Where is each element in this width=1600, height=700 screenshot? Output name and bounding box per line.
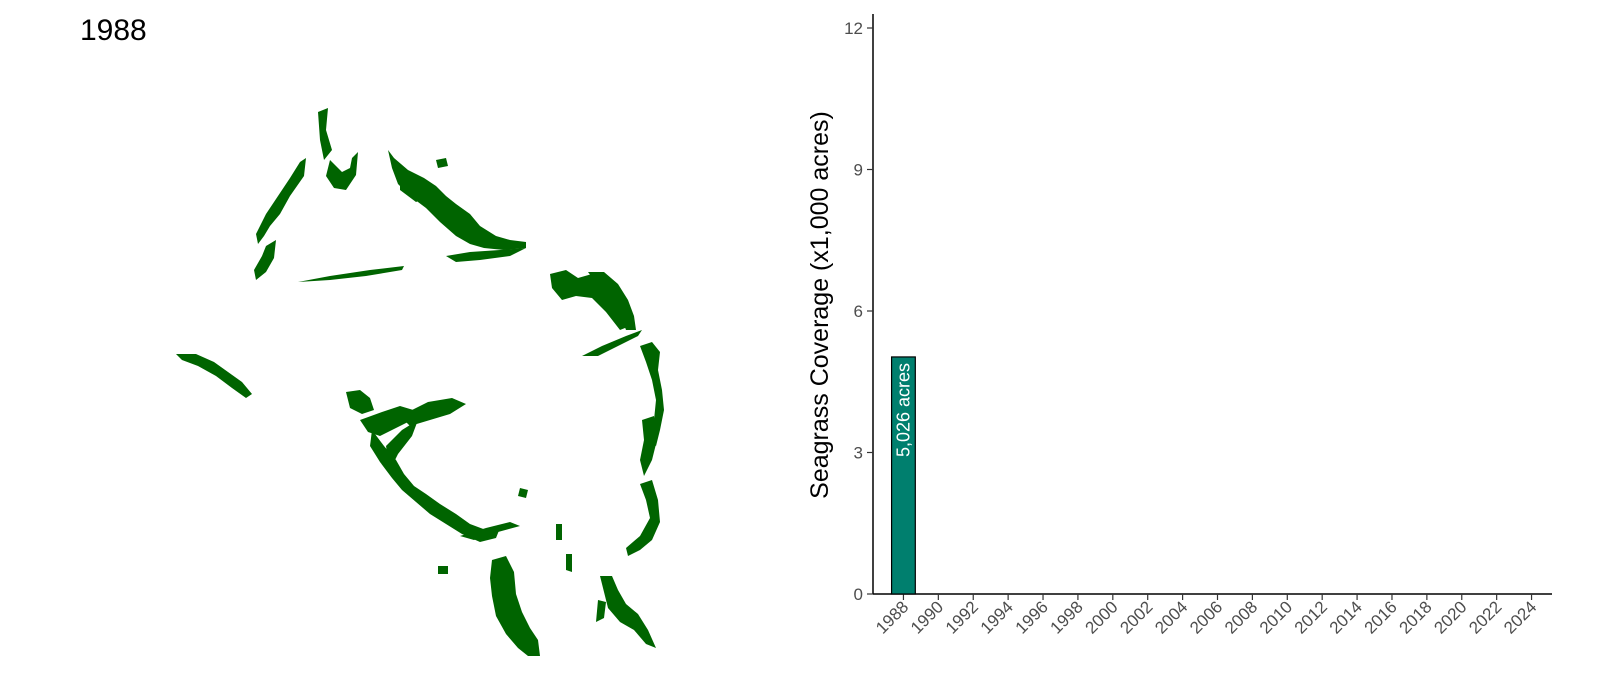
x-tick-label: 1988 (872, 597, 912, 637)
x-tick-label: 2016 (1361, 597, 1401, 637)
seagrass-patch (588, 272, 636, 330)
x-tick-label: 1992 (942, 597, 982, 637)
seagrass-patch (298, 266, 404, 282)
seagrass-patch (318, 108, 332, 160)
seagrass-patch (490, 556, 540, 656)
seagrass-patch (550, 270, 630, 330)
seagrass-patch (176, 354, 252, 398)
seagrass-patch (254, 240, 276, 280)
seagrass-patch (386, 420, 418, 470)
seagrass-patch (346, 390, 374, 414)
seagrass-patch (596, 600, 606, 622)
seagrass-patch (326, 152, 358, 190)
seagrass-patch (438, 566, 448, 574)
seagrass-patch (626, 480, 660, 556)
seagrass-patch (446, 248, 526, 262)
seagrass-patches (176, 108, 664, 656)
x-tick-label: 2022 (1465, 597, 1505, 637)
y-axis-title: Seagrass Coverage (x1,000 acres) (806, 111, 834, 499)
seagrass-patch (556, 524, 562, 540)
x-tick-label: 1998 (1047, 597, 1087, 637)
x-tick-label: 1990 (907, 597, 947, 637)
x-tick-label: 1994 (977, 597, 1017, 637)
x-tick-label: 2008 (1221, 597, 1261, 637)
y-tick-label: 12 (844, 19, 863, 38)
x-tick-label: 2024 (1500, 597, 1540, 637)
seagrass-patch (400, 398, 466, 426)
x-tick-label: 2018 (1396, 597, 1436, 637)
bars: 5,026 acres (890, 356, 916, 595)
y-tick-label: 9 (854, 161, 863, 180)
seagrass-patch (640, 342, 664, 446)
x-tick-label: 2010 (1256, 597, 1296, 637)
seagrass-patch (256, 158, 306, 244)
x-tick-label: 2002 (1116, 597, 1156, 637)
x-tick-label: 2006 (1186, 597, 1226, 637)
y-axis: 0 3 6 9 12 (844, 14, 874, 604)
seagrass-patch (640, 416, 658, 476)
y-tick-label: 0 (854, 585, 863, 604)
x-tick-label: 2000 (1081, 597, 1121, 637)
x-tick-label: 1996 (1012, 597, 1052, 637)
seagrass-map (176, 108, 664, 656)
seagrass-patch (436, 158, 448, 168)
map-year-title: 1988 (80, 14, 147, 47)
x-tick-label: 2012 (1291, 597, 1331, 637)
seagrass-patch (460, 522, 520, 540)
y-tick-label: 6 (854, 302, 863, 321)
seagrass-patch (566, 554, 572, 572)
x-tick-label: 2020 (1430, 597, 1470, 637)
x-tick-label: 2014 (1326, 597, 1366, 637)
seagrass-patch (582, 330, 642, 356)
x-axis: 1988199019921994199619982000200220042006… (872, 593, 1552, 638)
y-tick-label: 3 (854, 444, 863, 463)
seagrass-patch (400, 176, 430, 202)
bar-data-label: 5,026 acres (893, 363, 913, 457)
seagrass-patch (600, 576, 656, 648)
seagrass-patch (518, 488, 528, 498)
bar (890, 356, 916, 595)
x-tick-label: 2004 (1151, 597, 1191, 637)
